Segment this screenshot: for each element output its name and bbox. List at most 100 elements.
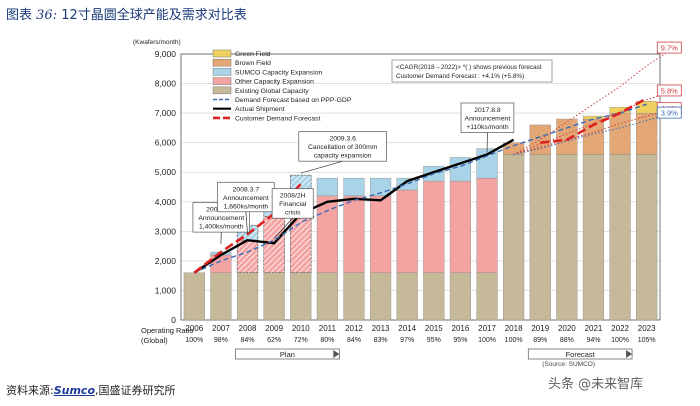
ratio-label: 62% — [267, 337, 281, 344]
y-tick-label: 9,000 — [155, 49, 177, 59]
bar-segment — [636, 112, 658, 155]
bar-segment — [582, 154, 605, 321]
bar-segment — [343, 195, 365, 273]
title-number: 36: — [36, 8, 58, 23]
series-line — [193, 138, 515, 274]
bar-segment — [396, 177, 418, 191]
bar-segment — [396, 189, 418, 273]
y-axis-label: (Kwafers/month) — [133, 39, 181, 46]
ratio-label: 100% — [611, 337, 629, 344]
x-tick-label: 2018 — [505, 324, 523, 333]
ratio-label: 98% — [214, 337, 228, 344]
cagr-dotted-line — [513, 90, 674, 155]
x-tick-label: 2021 — [585, 324, 603, 333]
legend-swatch — [212, 49, 232, 58]
ratio-label: 100% — [505, 337, 523, 344]
x-tick-label: 2016 — [452, 324, 470, 333]
x-tick-label: 2022 — [611, 324, 629, 333]
bar-segment — [343, 272, 365, 321]
source-note: (Source: SUMCO) — [542, 361, 595, 368]
source-line: 资料来源:Sumco,国盛证券研究所 — [6, 382, 176, 398]
annotation-box — [460, 102, 515, 133]
x-tick-label: 2015 — [425, 324, 443, 333]
source-brand: Sumco — [53, 384, 96, 397]
page-title: 图表 36: 12寸晶圆全球产能及需求对比表 — [6, 4, 247, 23]
annotation-leader — [300, 160, 343, 174]
ratio-label: 72% — [294, 337, 308, 344]
annotation-text: 2008.3.7 — [233, 186, 260, 193]
ratio-label: 95% — [427, 337, 441, 344]
annotation-leader — [273, 217, 293, 239]
bar-hatch — [236, 239, 259, 274]
bar-segment — [183, 272, 205, 321]
plot-frame — [180, 53, 661, 321]
x-tick-label: 2023 — [638, 324, 656, 333]
bar-segment — [609, 112, 631, 155]
x-tick-label: 2009 — [265, 324, 283, 333]
cagr-note-box — [391, 59, 553, 83]
y-tick-label: 3,000 — [155, 226, 177, 236]
bar-segment — [236, 272, 259, 321]
bar-segment — [290, 272, 312, 321]
y-tick-label: 1,000 — [155, 285, 177, 295]
cagr-label: 9.7% — [661, 44, 678, 53]
cagr-dotted-line — [513, 112, 674, 155]
bar-hatch — [263, 216, 285, 274]
series-line — [194, 103, 647, 274]
x-tick-label: 2010 — [292, 324, 310, 333]
bar-segment — [449, 272, 471, 321]
ratio-label: 97% — [400, 337, 414, 344]
bar-segment — [370, 272, 392, 321]
forecast-period-label: Forecast — [566, 350, 596, 359]
legend-swatch — [212, 68, 232, 76]
annotation-text: 1,660ks/month — [224, 203, 269, 210]
legend-label: SUMCO Capacity Expansion — [235, 69, 322, 76]
annotation-text: 2009.3.6 — [329, 136, 356, 143]
bar-segment — [503, 154, 525, 321]
annotation-text: Announcement — [465, 115, 511, 122]
bar-segment — [343, 177, 365, 197]
cagr-note-text: <CAGR(2018→2022)> *( ) shows previous fo… — [396, 64, 542, 71]
cagr-label-box — [656, 106, 682, 119]
annotation-text: capacity expansion — [314, 153, 372, 160]
bar-segment — [582, 115, 605, 120]
bar-segment — [396, 272, 418, 321]
bar-segment — [449, 180, 471, 273]
x-tick-label: 2008 — [239, 324, 257, 333]
y-tick-label: 7,000 — [155, 108, 177, 118]
ratio-label: 89% — [533, 337, 547, 344]
y-tick-label: 8,000 — [155, 79, 177, 89]
legend-swatch — [212, 58, 232, 67]
bar-segment — [556, 154, 578, 321]
bar-segment — [636, 154, 658, 321]
annotation-text: Cancellation of 300mm — [308, 144, 378, 151]
annotation-box — [217, 181, 275, 213]
legend-label: Existing Global Capacity — [235, 88, 309, 95]
legend-label: Actual Shipment — [235, 106, 285, 113]
legend-label: Other Capacity Expansion — [235, 79, 314, 86]
bar-segment — [210, 254, 232, 273]
bar-segment — [529, 124, 551, 155]
y-tick-label: 0 — [171, 315, 176, 325]
bar-segment — [316, 177, 338, 197]
x-tick-label: 2006 — [185, 324, 203, 333]
y-tick-label: 2,000 — [155, 256, 177, 266]
bar-segment — [316, 272, 338, 321]
ratio-label: 84% — [347, 337, 361, 344]
bar-segment — [556, 118, 578, 155]
bar-hatch — [290, 204, 312, 274]
legend-label: Demand Forecast based on PPP-GDP — [235, 97, 352, 104]
y-tick-label: 6,000 — [155, 138, 177, 148]
source-prefix: 资料来源: — [6, 384, 54, 397]
annotation-text: crisis — [285, 210, 301, 217]
ratio-label: 80% — [320, 337, 334, 344]
annotation-box — [271, 188, 314, 219]
source-suffix: ,国盛证券研究所 — [95, 384, 176, 397]
cagr-label-box — [656, 41, 682, 54]
x-tick-label: 2019 — [531, 324, 549, 333]
bar-segment — [609, 154, 631, 321]
legend-label: Brown Field — [235, 60, 271, 67]
ratio-label: 84% — [241, 337, 255, 344]
annotation-text: +110ks/month — [466, 124, 509, 131]
legend-label: Green Field — [235, 51, 271, 58]
